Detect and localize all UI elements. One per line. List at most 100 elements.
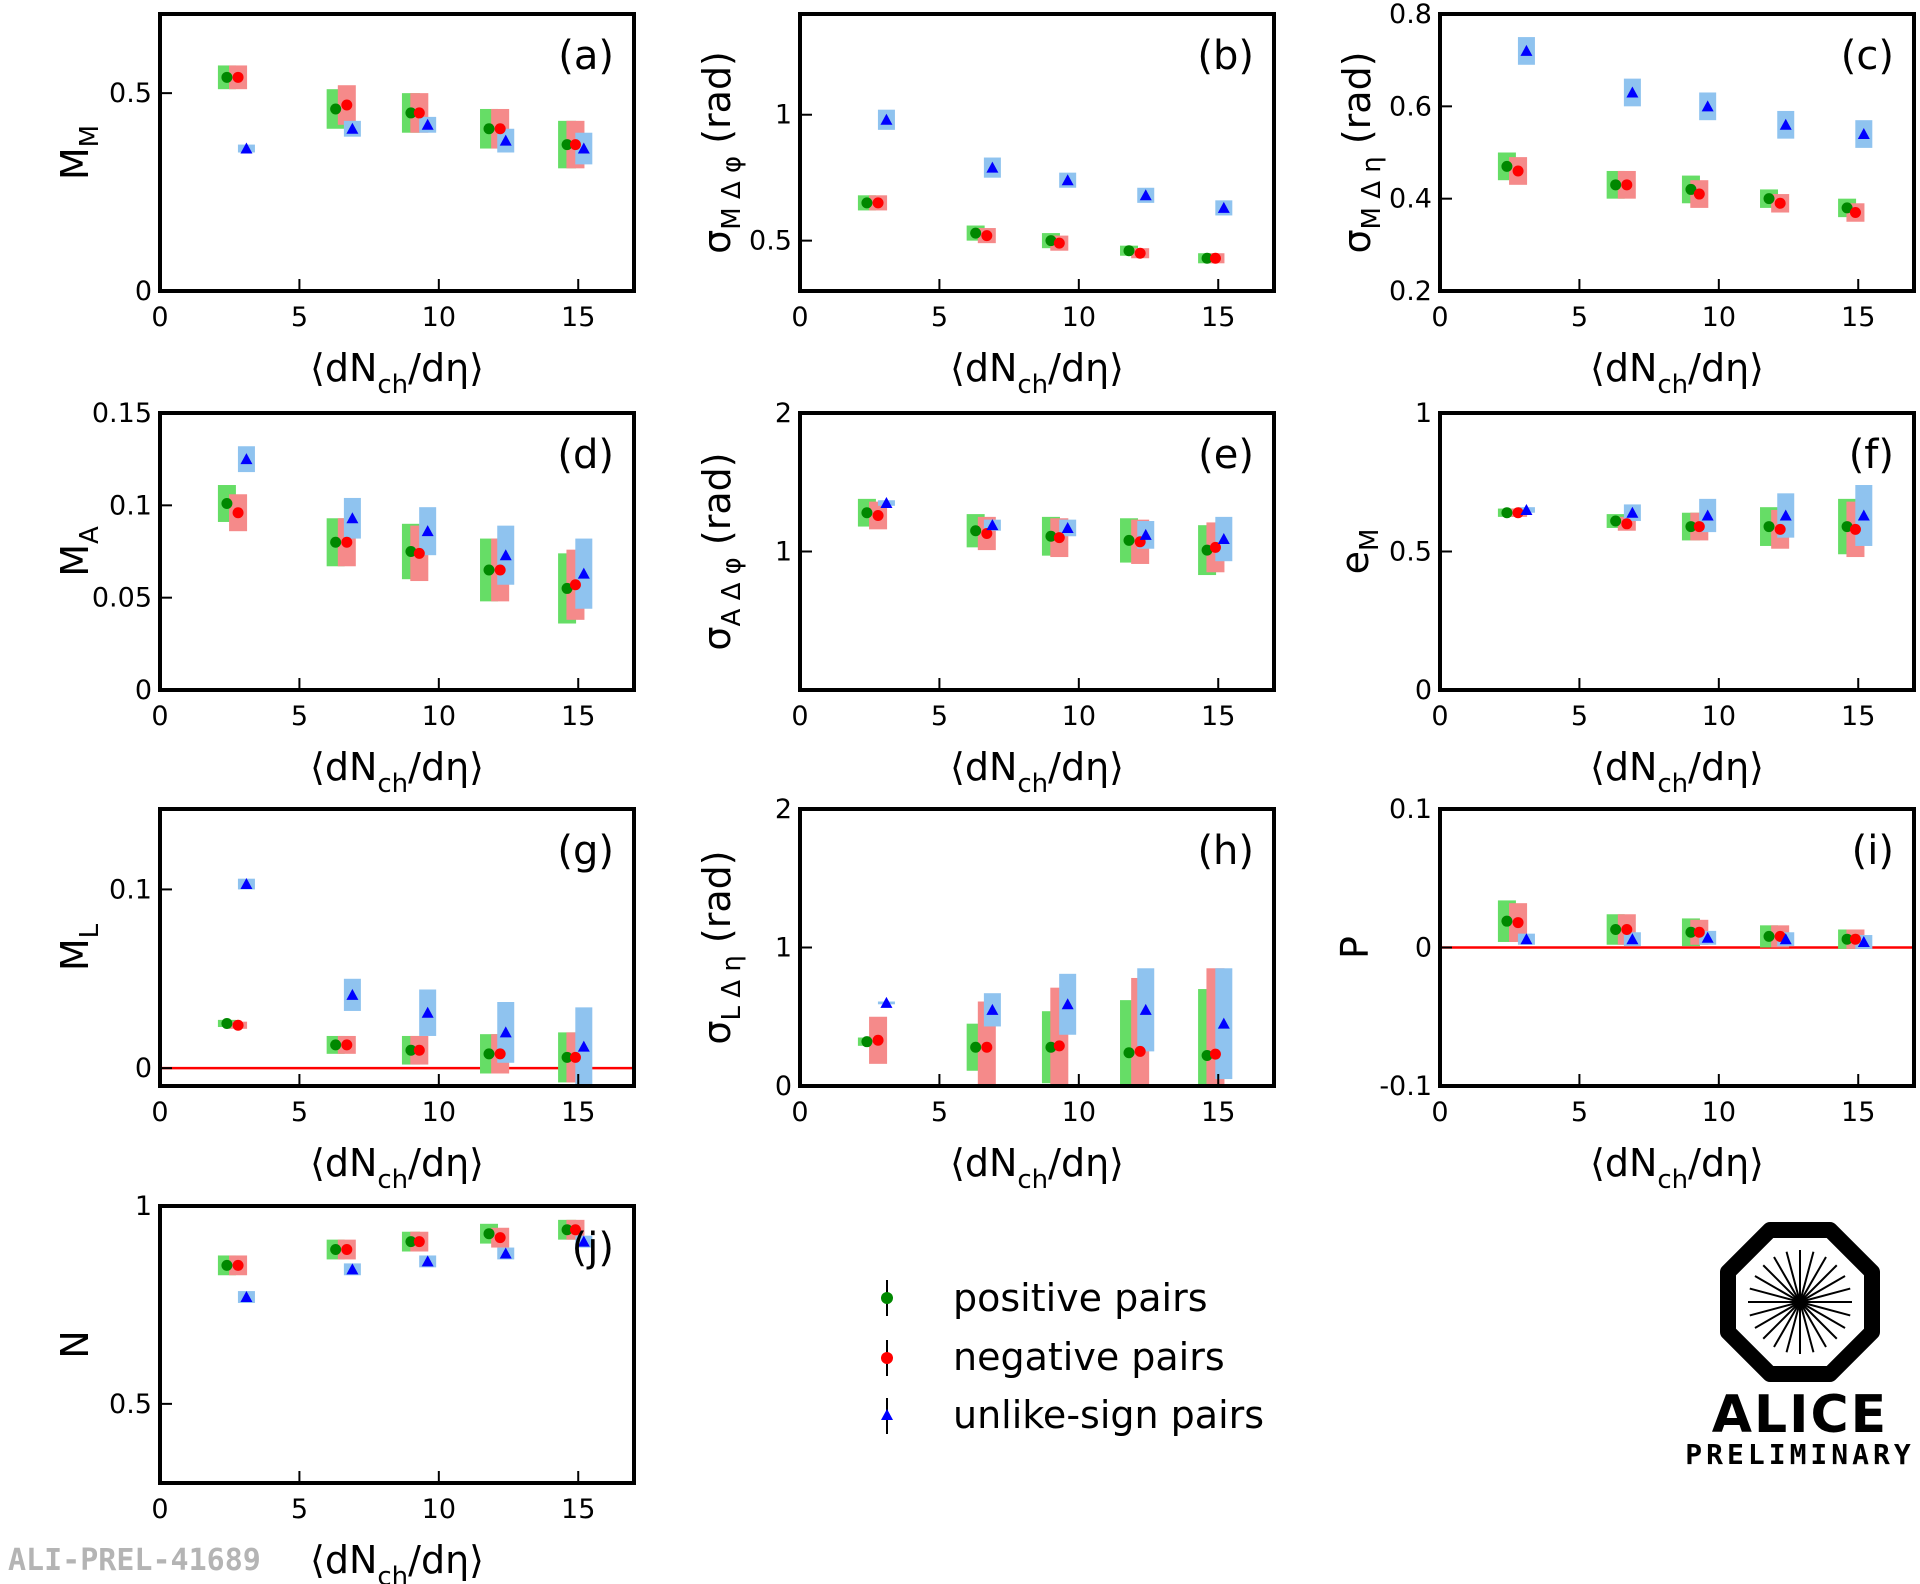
point-unlike <box>499 1026 512 1038</box>
point-positive <box>561 1051 573 1063</box>
point-negative <box>1053 1040 1065 1052</box>
logo-ray <box>1799 1301 1827 1348</box>
point-negative <box>1621 518 1633 530</box>
alice-logo-rays <box>1748 1250 1852 1354</box>
point-negative <box>569 579 581 591</box>
logo-ray <box>1799 1251 1815 1303</box>
point-negative <box>494 564 506 576</box>
x-tick-label: 10 <box>1062 1097 1096 1128</box>
point-positive <box>1763 521 1775 533</box>
point-unlike <box>346 988 359 1000</box>
x-axis-label-sub: ch <box>1657 370 1688 400</box>
x-axis-label-main: ⟨dN <box>1590 1141 1657 1185</box>
point-negative <box>341 1244 353 1256</box>
x-tick-label: 0 <box>791 701 808 732</box>
x-axis-label-main: ⟨dN <box>950 1141 1017 1185</box>
point-unlike <box>240 142 253 154</box>
x-axis-label: ⟨dNch/dη⟩ <box>1590 745 1764 799</box>
x-axis-label-main: ⟨dN <box>310 1538 377 1582</box>
logo-ray <box>1799 1301 1851 1317</box>
point-negative <box>981 230 993 242</box>
point-positive <box>1045 530 1057 542</box>
legend-item-unlike: unlike-sign pairs <box>881 1393 1264 1437</box>
plot-frame <box>158 807 636 1088</box>
x-tick-label: 5 <box>1571 1097 1588 1128</box>
point-negative <box>1209 1048 1221 1060</box>
x-axis-label-sub: ch <box>377 1562 408 1584</box>
y-tick-label: 0.5 <box>109 1389 152 1420</box>
x-axis-label-main: ⟨dN <box>1590 745 1657 789</box>
x-tick-label: 15 <box>1841 1097 1875 1128</box>
x-tick-label: 15 <box>1201 1097 1235 1128</box>
point-positive <box>221 71 233 83</box>
y-tick-label: 1 <box>775 537 792 568</box>
point-positive <box>1201 1050 1213 1062</box>
point-unlike <box>1217 533 1230 545</box>
point-unlike <box>1520 44 1533 56</box>
y-axis-label-sub: M Δ φ <box>717 156 747 230</box>
y-axis-label-unit: (rad) <box>695 452 739 557</box>
point-unlike <box>1139 189 1152 201</box>
x-axis-label-end: /dη⟩ <box>1688 745 1764 789</box>
y-axis-label-unit: (rad) <box>695 850 739 955</box>
panel-label: (f) <box>1849 432 1894 478</box>
y-axis-label-unit: (rad) <box>695 51 739 156</box>
panel-label: (a) <box>558 33 614 79</box>
point-unlike <box>1217 201 1230 213</box>
point-negative <box>1849 933 1861 945</box>
logo-ray <box>1799 1256 1827 1303</box>
y-tick-label: 0 <box>135 675 152 706</box>
x-axis-label-end: /dη⟩ <box>408 1538 484 1582</box>
y-axis-label-main: σ <box>695 1020 739 1044</box>
chart-panel-e: 1 2 0 5 10 15 (e) σA Δ φ (rad) ⟨dNch/dη⟩ <box>695 398 1276 799</box>
x-tick-label: 0 <box>1431 302 1448 333</box>
alice-logo-octagon <box>1720 1222 1880 1382</box>
y-tick-label: 0 <box>775 1071 792 1102</box>
point-positive <box>330 103 342 115</box>
point-unlike <box>421 1006 434 1018</box>
x-axis-label-sub: ch <box>377 769 408 799</box>
x-tick-label: 10 <box>422 302 456 333</box>
point-unlike <box>1520 933 1533 945</box>
point-positive <box>405 1236 417 1248</box>
point-positive <box>1045 235 1057 247</box>
x-tick-label: 0 <box>151 302 168 333</box>
y-tick-label: 1 <box>135 1191 152 1222</box>
x-axis-label: ⟨dNch/dη⟩ <box>310 1141 484 1195</box>
point-positive <box>405 546 417 557</box>
x-tick-label: 15 <box>561 302 595 333</box>
point-negative <box>1693 926 1705 938</box>
x-tick-label: 5 <box>1571 302 1588 333</box>
x-axis-label-main: ⟨dN <box>310 745 377 789</box>
point-negative <box>232 1259 244 1271</box>
point-unlike <box>1061 998 1074 1010</box>
point-unlike <box>1626 506 1639 518</box>
logo-ray <box>1762 1264 1801 1303</box>
logo-ray <box>1799 1287 1851 1303</box>
point-unlike <box>1779 509 1792 521</box>
alice-logo-subtitle: PRELIMINARY <box>1685 1438 1914 1471</box>
legend-label-positive: positive pairs <box>953 1276 1208 1320</box>
logo-ray <box>1785 1251 1801 1303</box>
point-unlike <box>1857 128 1870 140</box>
logo-ray <box>1799 1301 1846 1329</box>
point-positive <box>330 1039 342 1051</box>
point-positive <box>1123 1047 1135 1059</box>
chart-panel-d: 0 0.05 0.1 0.15 0 5 10 15 (d) MA ⟨dNch/dη⟩ <box>53 398 636 799</box>
chart-panel-i: -0.100.10 5 10 15(i)P⟨dNch/dη⟩ <box>1333 794 1916 1195</box>
legend-item-negative: negative pairs <box>881 1335 1225 1379</box>
chart-panel-c: 0.2 0.4 0.6 0.8 0 5 10 15 (c) σM Δ η (rad) ⟨dNch/d… <box>1335 0 1916 400</box>
x-tick-label: 15 <box>561 1097 595 1128</box>
x-tick-label: 0 <box>791 302 808 333</box>
x-axis-label-main: ⟨dN <box>310 346 377 390</box>
point-positive <box>861 197 873 209</box>
x-axis-label-sub: ch <box>1017 370 1048 400</box>
point-unlike <box>1779 933 1792 945</box>
point-unlike <box>499 1247 512 1259</box>
x-axis-label: ⟨dNch/dη⟩ <box>950 1141 1124 1195</box>
plot-frame <box>158 411 636 692</box>
point-negative <box>872 1034 884 1046</box>
y-axis-label: eM <box>1333 529 1385 575</box>
x-tick-label: 0 <box>1431 1097 1448 1128</box>
